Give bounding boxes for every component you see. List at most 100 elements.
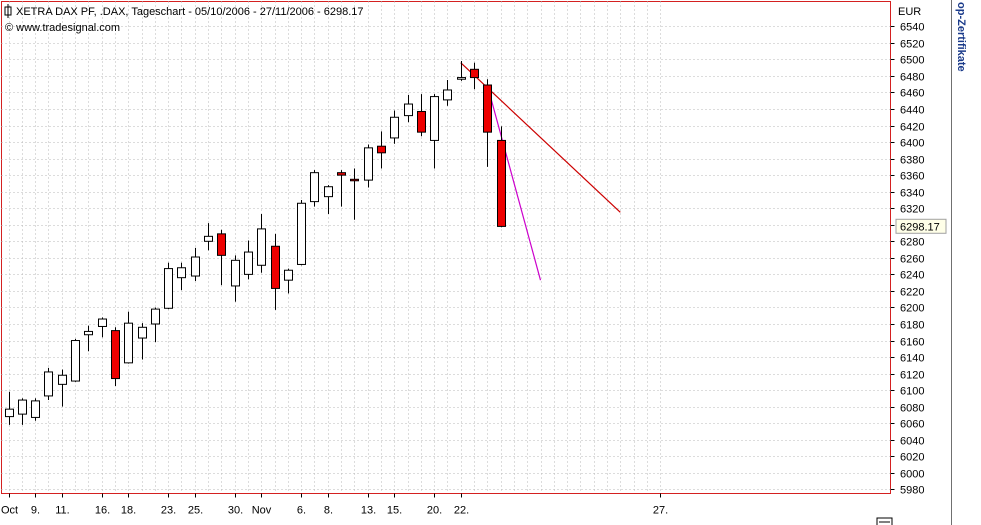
- candle-body: [417, 110, 426, 133]
- candle: [497, 126, 506, 228]
- y-tick-label: 6320: [900, 204, 924, 216]
- y-tick-label: 6460: [900, 88, 924, 100]
- candle-body: [470, 68, 479, 79]
- candle: [44, 367, 53, 401]
- side-panel-background: [949, 0, 981, 525]
- candle-body: [151, 308, 160, 325]
- candle-body: [284, 269, 293, 281]
- candle-body: [98, 318, 107, 327]
- candle: [271, 233, 280, 310]
- candle: [111, 327, 120, 387]
- candle-body: [350, 178, 359, 182]
- y-tick-label: 6440: [900, 105, 924, 117]
- candle: [31, 398, 40, 421]
- y-tick-label: 6160: [900, 337, 924, 349]
- candle: [5, 391, 14, 425]
- candle: [350, 168, 359, 220]
- candle: [71, 338, 80, 382]
- candle-body: [111, 330, 120, 380]
- chart-header: XETRA DAX PF, .DAX, Tageschart - 05/10/2…: [4, 4, 364, 34]
- x-tick-label: 6.: [297, 505, 306, 517]
- candle: [457, 61, 466, 81]
- currency-label: EUR: [898, 6, 921, 18]
- candle: [284, 268, 293, 294]
- candle-body: [377, 145, 386, 154]
- candle: [257, 214, 266, 273]
- chart-title: XETRA DAX PF, .DAX, Tageschart - 05/10/2…: [16, 6, 364, 18]
- candle-body: [390, 116, 399, 139]
- candle: [430, 94, 439, 169]
- candle-body: [404, 103, 413, 117]
- candle: [164, 262, 173, 310]
- y-tick-label: 6340: [900, 188, 924, 200]
- candle: [364, 144, 373, 188]
- last-price-marker: 6298.17: [895, 218, 947, 234]
- candle-body: [18, 399, 27, 415]
- candle: [177, 262, 186, 291]
- candle-body: [257, 228, 266, 266]
- candle-body: [483, 84, 492, 133]
- candle: [337, 170, 346, 207]
- candle-body: [430, 96, 439, 141]
- candle: [377, 131, 386, 169]
- y-tick-label: 6420: [900, 122, 924, 134]
- candle: [324, 185, 333, 215]
- candle-body: [31, 400, 40, 418]
- x-tick-label: 23.: [161, 505, 176, 517]
- candle-body: [84, 330, 93, 336]
- candle-body: [297, 202, 306, 265]
- candle-body: [138, 326, 147, 339]
- candle-body: [337, 172, 346, 176]
- candle-body: [457, 77, 466, 80]
- y-tick-label: 6260: [900, 254, 924, 266]
- candle-body: [310, 172, 319, 203]
- y-tick-label: 6060: [900, 419, 924, 431]
- candle-body: [124, 322, 133, 364]
- candle: [483, 79, 492, 167]
- x-tick-label: 13.: [361, 505, 376, 517]
- candle: [297, 199, 306, 266]
- candle: [58, 369, 67, 407]
- candle-body: [164, 268, 173, 309]
- x-tick-label: 16.: [95, 505, 110, 517]
- y-tick-label: 6480: [900, 72, 924, 84]
- candle-body: [5, 408, 14, 418]
- y-tick-label: 6140: [900, 353, 924, 365]
- y-tick-label: 6380: [900, 155, 924, 167]
- candle: [470, 62, 479, 90]
- y-tick-label: 6080: [900, 403, 924, 415]
- candle: [124, 311, 133, 364]
- x-tick-label: Nov: [252, 505, 272, 517]
- x-tick-label: 11.: [55, 505, 69, 517]
- candle-body: [364, 147, 373, 181]
- candle: [417, 94, 426, 137]
- y-tick-label: 6020: [900, 452, 924, 464]
- trendline: [486, 84, 542, 281]
- candle: [204, 223, 213, 251]
- y-tick-label: 6100: [900, 386, 924, 398]
- y-tick-label: 6360: [900, 171, 924, 183]
- candles: [5, 61, 506, 425]
- candle-body: [271, 245, 280, 289]
- x-tick-label: 18.: [121, 505, 136, 517]
- y-tick-label: 6200: [900, 303, 924, 315]
- x-axis: Oct 9. 11. 16. 18. 23. 25. 30. Nov 6. 8. 13. 15. 20. 2…: [1, 493, 668, 517]
- side-panel[interactable]: op-Zertifikate: [949, 0, 981, 525]
- x-tick-label: Oct: [1, 505, 18, 517]
- candle: [231, 255, 240, 302]
- y-tick-label: 6000: [900, 469, 924, 481]
- candle: [310, 170, 319, 207]
- candle-body: [58, 374, 67, 385]
- candle-body: [71, 340, 80, 382]
- x-tick-label: 20.: [427, 505, 442, 517]
- x-tick-label: 27.: [653, 505, 668, 517]
- candle: [191, 247, 200, 281]
- y-tick-label: 6220: [900, 287, 924, 299]
- candle: [84, 325, 93, 352]
- candle-body: [244, 251, 253, 275]
- y-tick-label: 6520: [900, 39, 924, 51]
- candle: [443, 80, 452, 106]
- candle: [244, 240, 253, 280]
- source-credit: © www.tradesignal.com: [5, 22, 120, 34]
- candle-body: [324, 186, 333, 198]
